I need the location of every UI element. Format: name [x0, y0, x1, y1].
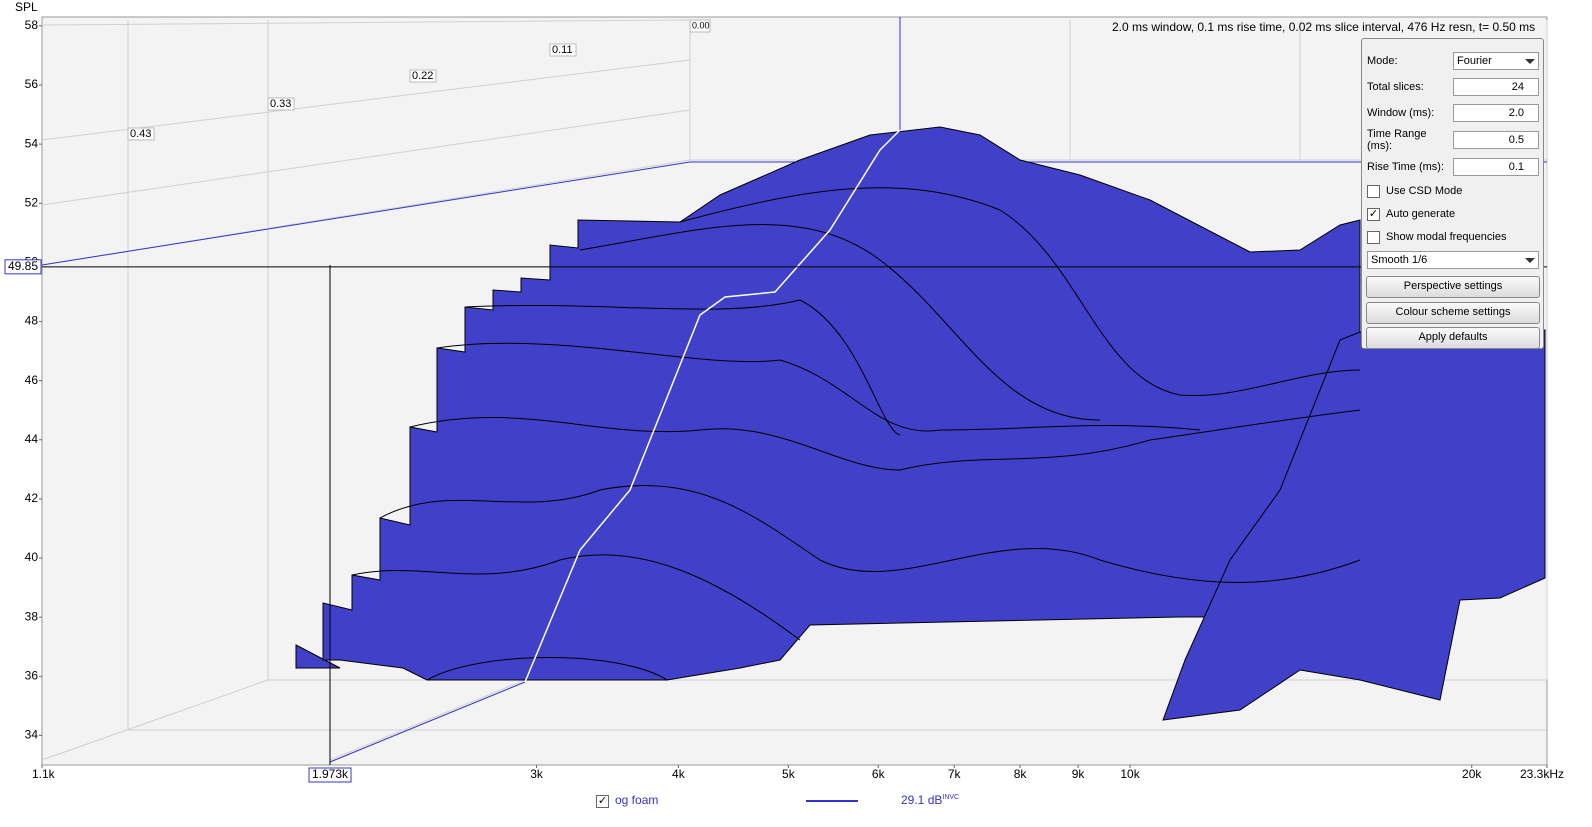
waterfall-surface: [295, 126, 1546, 721]
row: Smooth 1/6: [1367, 250, 1539, 270]
x-tick-label: 3k: [530, 767, 544, 781]
row: ✓ Auto generate: [1367, 204, 1539, 224]
z-tick-box: [549, 43, 577, 57]
z-tick-label: 0.00: [692, 20, 710, 30]
row: Show modal frequencies: [1367, 227, 1539, 247]
input[interactable]: 2.0: [1453, 104, 1539, 122]
smooth-select[interactable]: Smooth 1/6: [1367, 251, 1539, 269]
x-tick-label: 10k: [1120, 767, 1140, 781]
button[interactable]: Perspective settings: [1366, 276, 1540, 298]
legend-entry: ✓ og foam: [596, 793, 658, 808]
trace-line: [524, 129, 901, 683]
slice-lines: [351, 187, 1361, 681]
y-tick-label: 56: [25, 77, 39, 91]
mode-select[interactable]: Fourier: [1453, 52, 1539, 70]
legend-swatch: [806, 800, 858, 802]
y-tick-label: 54: [25, 136, 39, 150]
input[interactable]: 24: [1453, 78, 1539, 96]
z-tick-label: 0.33: [270, 98, 291, 110]
checkbox[interactable]: ✓: [596, 795, 609, 808]
legend-sup: INVC: [942, 794, 960, 801]
button[interactable]: Colour scheme settings: [1366, 302, 1540, 324]
y-tick-label: 44: [25, 432, 39, 446]
x-tick-label: 5k: [782, 767, 796, 781]
checkbox[interactable]: [1367, 184, 1380, 198]
x-tick-label: 7k: [948, 767, 962, 781]
label: Total slices:: [1367, 81, 1424, 93]
row: Window (ms): 2.0: [1367, 103, 1539, 123]
settings-panel: Mode: Fourier Total slices: 24 Window (ms)…: [1361, 38, 1544, 349]
x-tick-label: 9k: [1072, 767, 1086, 781]
x-tick-label: 6k: [872, 767, 886, 781]
y-tick-label: 34: [25, 728, 39, 742]
y-tick-label: 42: [25, 491, 39, 505]
label: Use CSD Mode: [1386, 185, 1463, 197]
y-tick-label: 36: [25, 668, 39, 682]
row: Total slices: 24: [1367, 77, 1539, 97]
y-tick-label: 52: [25, 195, 39, 209]
info-text: 2.0 ms window, 0.1 ms rise time, 0.02 ms…: [1112, 20, 1535, 34]
row: Rise Time (ms): 0.1: [1367, 157, 1539, 177]
z-tick-label: 0.22: [412, 70, 433, 82]
legend-label: og foam: [615, 793, 659, 807]
x-tick-label: 4k: [672, 767, 686, 781]
button[interactable]: Apply defaults: [1366, 327, 1540, 349]
z-tick-label: 0.43: [130, 128, 151, 140]
y-tick-label: 40: [25, 550, 39, 564]
input[interactable]: 0.1: [1453, 158, 1539, 176]
x-tick-label: 20k: [1462, 767, 1482, 781]
base-outline: [41, 17, 1547, 763]
label: Rise Time (ms):: [1367, 161, 1444, 173]
label: Auto generate: [1386, 208, 1456, 220]
row: Time Range (ms): 0.5: [1367, 128, 1539, 152]
x-tick-label: 8k: [1014, 767, 1028, 781]
checkbox[interactable]: [1367, 230, 1380, 244]
cursor-x-label: 1.973k: [312, 767, 349, 781]
label: Window (ms):: [1367, 107, 1435, 119]
x-tick-label: 23.3kHz: [1520, 767, 1564, 781]
row: Use CSD Mode: [1367, 181, 1539, 201]
y-tick-label: 58: [25, 18, 39, 32]
cursor-x-box: [308, 767, 352, 783]
label: Time Range (ms):: [1367, 128, 1427, 152]
cursor-y-box: [4, 259, 42, 275]
x-tick-label: 1.1k: [32, 767, 56, 781]
label: Mode:: [1367, 55, 1398, 67]
y-tick-label: 38: [25, 609, 39, 623]
z-tick-box: [689, 19, 711, 33]
perspective-grid: [41, 19, 1548, 761]
mode-row: Mode: Fourier: [1367, 51, 1539, 71]
z-tick-box: [267, 97, 295, 111]
legend-extra: 29.1 dBINVC: [901, 793, 959, 807]
y-tick-label: 48: [25, 314, 39, 328]
z-tick-box: [127, 127, 155, 141]
z-tick-label: 0.11: [552, 44, 573, 56]
input[interactable]: 0.5: [1453, 131, 1539, 149]
checkbox[interactable]: ✓: [1367, 207, 1380, 221]
y-tick-label: 46: [25, 373, 39, 387]
label: Show modal frequencies: [1386, 231, 1507, 243]
z-tick-box: [409, 69, 437, 83]
cursor-y-label: 49.85: [8, 259, 38, 273]
y-axis-label: SPL: [15, 0, 38, 14]
legend-value: 29.1 dB: [901, 793, 943, 807]
